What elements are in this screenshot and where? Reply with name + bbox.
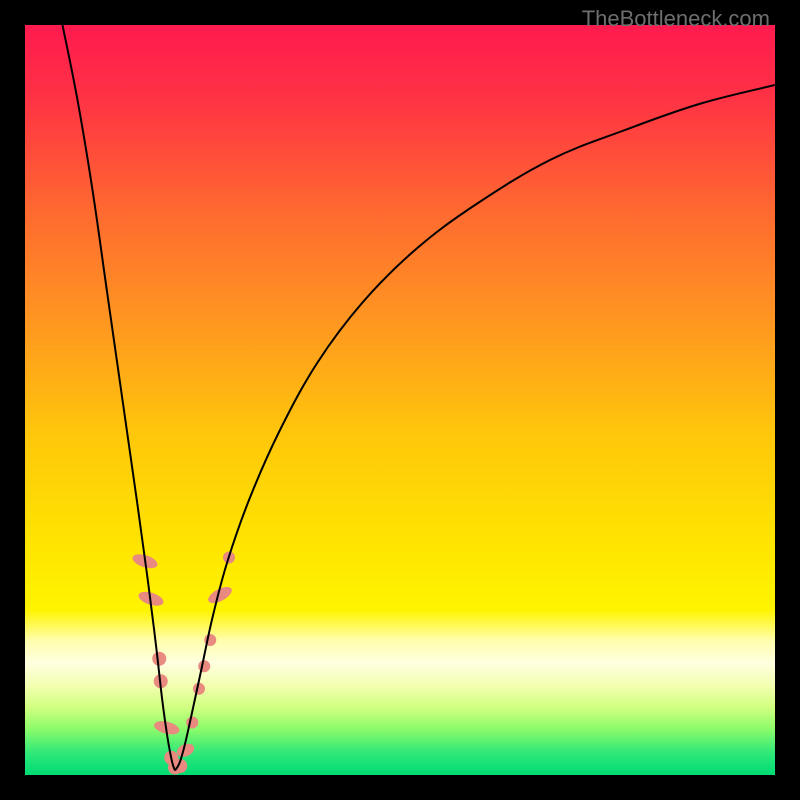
markers-group xyxy=(131,552,235,775)
watermark-text: TheBottleneck.com xyxy=(582,6,770,32)
plot-area xyxy=(25,25,775,775)
chart-frame: TheBottleneck.com xyxy=(0,0,800,800)
curves-layer xyxy=(25,25,775,775)
right-curve xyxy=(175,85,775,771)
data-marker xyxy=(152,652,166,666)
left-curve xyxy=(63,25,176,771)
data-marker xyxy=(198,660,210,672)
